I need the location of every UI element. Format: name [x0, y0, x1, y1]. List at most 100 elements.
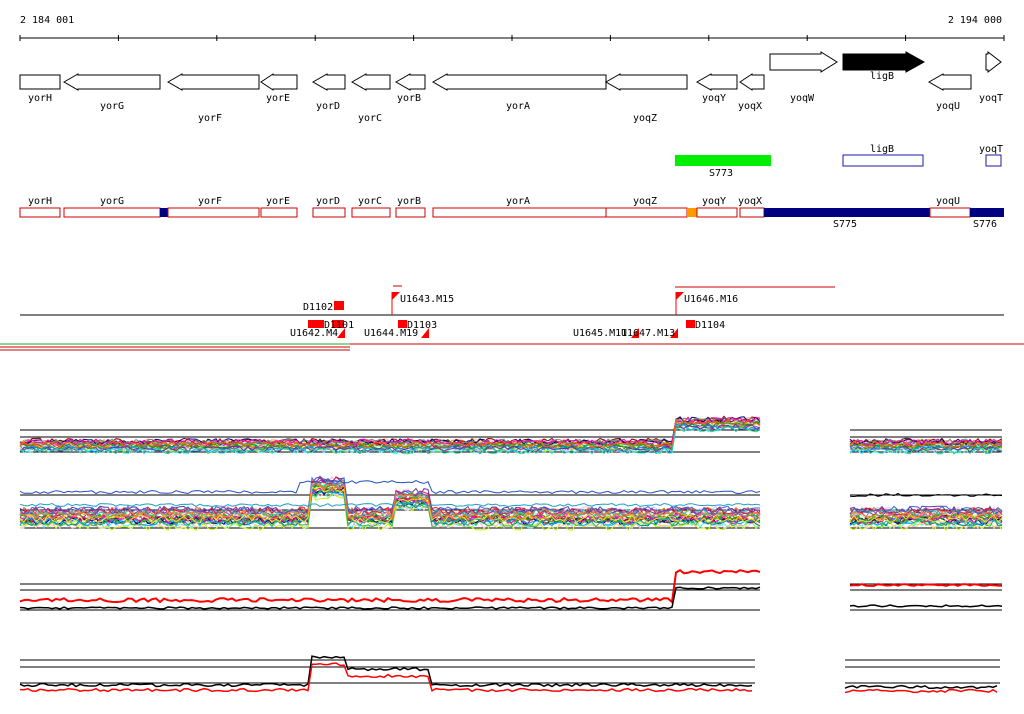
gene-label-yoqU: yoqU — [936, 101, 960, 112]
gene-label-yoqX: yoqX — [738, 101, 762, 112]
feature-track[interactable]: D1102 U1643.M15 U1646.M16 D1101 U1642.M4… — [0, 285, 1024, 351]
gene-label-yorB: yorB — [397, 93, 421, 104]
feature-U1643-M15[interactable]: U1643.M15 — [391, 292, 454, 315]
cds-label-yorH: yorH — [28, 196, 52, 207]
expression-trace — [19, 476, 761, 516]
ruler-end-label: 2 194 000 — [948, 15, 1002, 26]
feature-U1645-M11[interactable]: U1645.M11 — [573, 328, 639, 339]
feature-label-U1646-M16: U1646.M16 — [684, 294, 738, 305]
feature-U1642-M4[interactable]: U1642.M4 — [290, 328, 345, 339]
expression-trace — [19, 485, 761, 524]
gene-yorC[interactable]: yorC — [350, 73, 391, 124]
cds-S776[interactable]: S776 — [970, 208, 1004, 230]
feature-label-D1103: D1103 — [407, 320, 437, 331]
gene-track[interactable]: yorH yorG yorF yorE yorD yorC yorB yorA — [19, 50, 1003, 124]
gene-label-yorG: yorG — [100, 101, 124, 112]
gene-yorH[interactable]: yorH — [19, 74, 61, 104]
gene-label-yorD: yorD — [316, 101, 340, 112]
feature-D1101[interactable]: D1101 — [308, 320, 354, 331]
cds-yoqU[interactable]: yoqU — [929, 196, 971, 218]
expression-trace — [19, 426, 761, 455]
gene-yorF[interactable]: yorF — [166, 73, 260, 124]
expression-trace — [849, 510, 1003, 521]
cds-dark-block — [160, 208, 168, 217]
cds-yorE[interactable]: yorE — [260, 196, 298, 218]
cds-orange-mark — [687, 208, 697, 217]
expression-profiles — [19, 415, 1003, 694]
expression-trace — [849, 438, 1003, 446]
cds-yoqX[interactable]: yoqX — [738, 196, 765, 218]
expression-trace — [19, 416, 761, 446]
cds-yoqY[interactable]: yoqY — [696, 196, 738, 218]
gene-label-yoqY: yoqY — [702, 93, 726, 104]
feature-label-U1643-M15: U1643.M15 — [400, 294, 454, 305]
expression-trace — [849, 447, 1003, 455]
gene-yoqU[interactable]: yoqU — [927, 73, 972, 112]
segment-track[interactable]: S773 ligB yoqT — [675, 144, 1003, 179]
expression-trace — [849, 604, 1003, 608]
gene-yoqT[interactable]: yoqT — [979, 50, 1003, 104]
cds-label-yorB: yorB — [397, 196, 421, 207]
gene-label-yorF: yorF — [198, 113, 222, 124]
cds-label-yorE: yorE — [266, 196, 290, 207]
cds-track[interactable]: yorH yorG yorF yorE yorD yorC yorB yorA … — [19, 196, 1004, 230]
gene-label-yorE: yorE — [266, 93, 290, 104]
gene-label-yoqZ: yoqZ — [633, 113, 657, 124]
expression-trace — [19, 655, 753, 688]
feature-D1102[interactable]: D1102 — [303, 301, 344, 313]
feature-label-U1642-M4: U1642.M4 — [290, 328, 338, 339]
feature-D1103[interactable]: D1103 — [398, 320, 437, 331]
gene-label-yoqT: yoqT — [979, 93, 1003, 104]
cds-yoqZ[interactable]: yoqZ — [605, 196, 688, 218]
gene-yoqW[interactable]: yoqW — [769, 51, 838, 104]
feature-U1644-M19[interactable]: U1644.M19 — [364, 328, 429, 339]
expression-trace — [844, 684, 998, 690]
gene-yoqX[interactable]: yoqX — [738, 73, 765, 112]
feature-U1646-M16[interactable]: U1646.M16 — [675, 292, 738, 315]
feature-label-D1102: D1102 — [303, 302, 333, 313]
expression-trace — [19, 662, 753, 693]
expression-trace — [849, 514, 1003, 525]
feature-label-D1101: D1101 — [324, 320, 354, 331]
cds-label-yoqY: yoqY — [702, 196, 726, 207]
feature-D1104[interactable]: D1104 — [686, 320, 725, 331]
ruler-start-label: 2 184 001 — [20, 15, 74, 26]
cds-label-yorG: yorG — [100, 196, 124, 207]
cds-yorG[interactable]: yorG — [63, 196, 161, 218]
expression-trace — [849, 442, 1003, 451]
segment-yoqT[interactable]: yoqT — [979, 144, 1003, 167]
cds-yorB[interactable]: yorB — [395, 196, 426, 218]
cds-label-yorC: yorC — [358, 196, 382, 207]
expression-trace — [849, 518, 1003, 527]
cds-yorF[interactable]: yorF — [167, 196, 260, 218]
gene-yoqY[interactable]: yoqY — [695, 73, 738, 104]
gene-yorD[interactable]: yorD — [311, 73, 346, 112]
segment-ligB[interactable]: ligB — [842, 144, 924, 167]
feature-U1647-M13[interactable]: U1647.M13 — [621, 328, 678, 339]
expression-trace — [19, 418, 761, 449]
cds-yorC[interactable]: yorC — [351, 196, 391, 218]
cds-yorH[interactable]: yorH — [19, 196, 61, 218]
gene-label-yorA: yorA — [506, 101, 530, 112]
gene-yorG[interactable]: yorG — [62, 73, 161, 112]
segment-label-yoqT: yoqT — [979, 144, 1003, 155]
expression-trace — [19, 490, 761, 530]
expression-trace — [849, 517, 1003, 526]
gene-yorA[interactable]: yorA — [431, 73, 607, 112]
gene-yorB[interactable]: yorB — [394, 73, 426, 104]
cds-label-yoqX: yoqX — [738, 196, 762, 207]
cds-label-yoqU: yoqU — [936, 196, 960, 207]
gene-yoqZ[interactable]: yoqZ — [604, 73, 688, 124]
segment-S773[interactable]: S773 — [675, 155, 771, 179]
cds-label-yorF: yorF — [198, 196, 222, 207]
gene-yorE[interactable]: yorE — [260, 73, 298, 104]
cds-S775[interactable]: S775 — [764, 208, 930, 230]
expression-trace — [19, 423, 761, 453]
cds-label-yoqZ: yoqZ — [633, 196, 657, 207]
cds-yorD[interactable]: yorD — [312, 196, 346, 218]
gene-label-yoqW: yoqW — [790, 93, 815, 104]
gene-ligB[interactable]: ligB — [842, 51, 926, 82]
expression-trace — [849, 583, 1003, 587]
cds-yorA[interactable]: yorA — [432, 196, 607, 218]
